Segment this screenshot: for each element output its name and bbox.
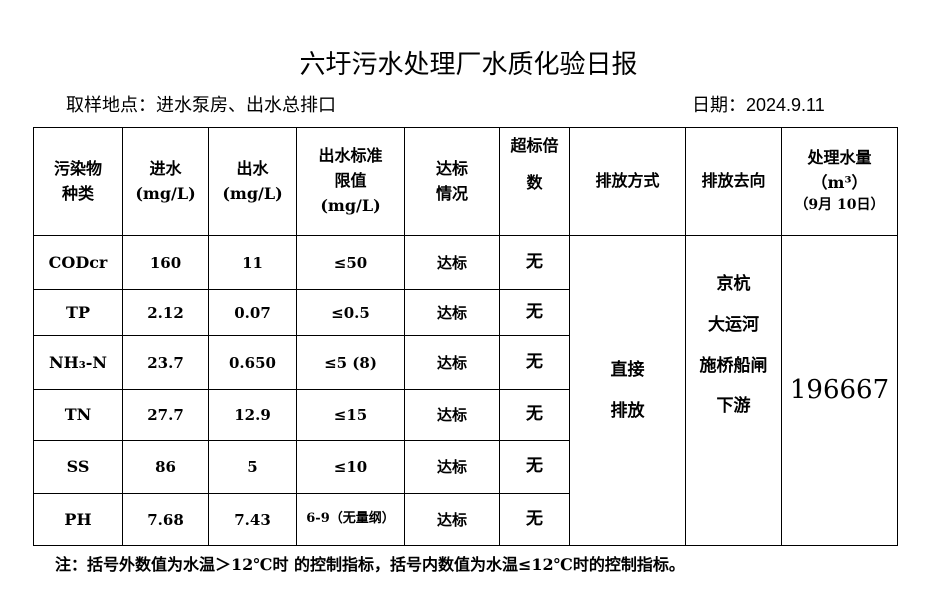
table-row: TN 27.7 12.9 ≤15 达标无 bbox=[33, 389, 898, 441]
discharge-destination-line: 京杭 bbox=[716, 274, 751, 294]
table-row: TP 2.12 0.07 ≤0.5 达标无 bbox=[33, 289, 898, 336]
header-pollutant-line: 种类 bbox=[61, 183, 94, 203]
cell-limit: 6-9（无量纲） bbox=[296, 493, 405, 546]
footnote: 注：括号外数值为水温＞12℃时 的控制指标，括号内数值为水温≤12℃时的控制指标… bbox=[55, 555, 685, 574]
cell-exceed: 无 bbox=[499, 389, 570, 441]
cell-name: SS bbox=[33, 440, 123, 494]
cell-in: 160 bbox=[122, 235, 209, 290]
header-influent-line: 进水 bbox=[149, 158, 182, 178]
header-status: 达标 情况 bbox=[404, 127, 500, 236]
header-pollutant: 污染物 种类 bbox=[33, 127, 123, 236]
header-volume-line: （m³） bbox=[811, 172, 868, 192]
cell-out: 12.9 bbox=[208, 389, 297, 441]
cell-status: 达标 bbox=[404, 493, 500, 546]
cell-out: 0.650 bbox=[208, 335, 297, 390]
header-pollutant-line: 污染物 bbox=[53, 158, 102, 178]
cell-out: 5 bbox=[208, 440, 297, 494]
cell-exceed: 无 bbox=[499, 440, 570, 494]
header-volume-line: 处理水量 bbox=[807, 147, 872, 167]
header-exceed: 超标倍数 bbox=[499, 127, 570, 236]
cell-status: 达标 bbox=[404, 440, 500, 494]
header-effluent-line: (mg/L) bbox=[222, 183, 283, 203]
discharge-destination-line: 施桥船闸 bbox=[699, 355, 768, 376]
discharge-destination: 京杭大运河施桥船闸下游 bbox=[685, 235, 782, 546]
cell-name: TN bbox=[33, 389, 123, 441]
table-row: PH 7.68 7.43 6-9（无量纲） 达标无 bbox=[33, 493, 898, 546]
cell-limit: ≤50 bbox=[296, 235, 405, 290]
cell-name: TP bbox=[33, 289, 123, 336]
table-row: CODcr 160 11 ≤50 达标无直接 排放 京杭 大运河 施桥船闸 下游 196667 bbox=[33, 235, 898, 546]
cell-out: 0.07 bbox=[208, 289, 297, 336]
discharge-destination-line: 大运河 bbox=[708, 314, 759, 335]
cell-out: 11 bbox=[208, 235, 297, 290]
report-date: 日期：2024.9.11 bbox=[692, 95, 825, 115]
cell-in: 23.7 bbox=[122, 335, 209, 390]
header-exceed-line: 超标倍 bbox=[510, 136, 559, 155]
cell-limit: ≤10 bbox=[296, 440, 405, 494]
header-volume: 处理水量 （m³） （9月 10日） bbox=[781, 127, 898, 236]
header-exceed-line: 数 bbox=[526, 172, 543, 192]
cell-out: 7.43 bbox=[208, 493, 297, 546]
cell-in: 2.12 bbox=[122, 289, 209, 336]
report-title: 六圩污水处理厂水质化验日报 bbox=[299, 50, 638, 80]
cell-name: CODcr bbox=[33, 235, 123, 290]
cell-status: 达标 bbox=[404, 289, 500, 336]
cell-status: 达标 bbox=[404, 389, 500, 441]
cell-exceed: 无 bbox=[499, 335, 570, 390]
cell-limit: ≤0.5 bbox=[296, 289, 405, 336]
cell-name: PH bbox=[33, 493, 123, 546]
table-body: CODcr 160 11 ≤50 达标无直接 排放 京杭 大运河 施桥船闸 下游 196667 TP 2… bbox=[33, 235, 898, 546]
cell-in: 86 bbox=[122, 440, 209, 494]
header-influent-line: (mg/L) bbox=[135, 183, 196, 203]
header-influent: 进水 (mg/L) bbox=[122, 127, 209, 236]
cell-limit: ≤5 (8) bbox=[296, 335, 405, 390]
discharge-destination-line: 下游 bbox=[716, 396, 751, 417]
header-effluent: 出水 (mg/L) bbox=[208, 127, 297, 236]
cell-limit: ≤15 bbox=[296, 389, 405, 441]
header-limit-line: (mg/L) bbox=[320, 195, 381, 215]
header-status-line: 达标 bbox=[435, 158, 468, 178]
cell-exceed: 无 bbox=[499, 235, 570, 290]
cell-in: 7.68 bbox=[122, 493, 209, 546]
table-row: SS 86 5 ≤10 达标无 bbox=[33, 440, 898, 494]
header-limit-line: 出水标准 bbox=[318, 146, 383, 166]
header-method: 排放方式 bbox=[569, 127, 686, 236]
sampling-location: 取样地点：进水泵房、出水总排口 bbox=[66, 95, 336, 116]
header-limit-line: 限值 bbox=[334, 171, 367, 191]
cell-status: 达标 bbox=[404, 235, 500, 290]
header-destination: 排放去向 bbox=[685, 127, 782, 236]
discharge-method: 直接 排放 bbox=[569, 235, 686, 546]
cell-status: 达标 bbox=[404, 335, 500, 390]
cell-in: 27.7 bbox=[122, 389, 209, 441]
header-row: 污染物种类 进水 (mg/L) 出水 (mg/L) 出水标准限值 (mg/L) 达标情… bbox=[33, 127, 898, 236]
header-status-line: 情况 bbox=[435, 183, 468, 203]
discharge-method-line: 排放 bbox=[610, 400, 645, 421]
header-limit: 出水标准限值 (mg/L) bbox=[296, 127, 405, 236]
header-volume-date: （9月 10日） bbox=[794, 197, 885, 214]
water-quality-table: 污染物 种类 进水 (mg/L) 出水 (mg/L) 出水标准 限值 (mg/L) 达标情… bbox=[33, 127, 898, 546]
header-effluent-line: 出水 bbox=[236, 158, 269, 178]
cell-exceed: 无 bbox=[499, 289, 570, 336]
discharge-method-line: 直接 bbox=[610, 359, 645, 380]
treated-volume: 196667 bbox=[781, 235, 898, 546]
table-row: NH₃-N 23.7 0.650 ≤5 (8) 达标无 bbox=[33, 335, 898, 390]
cell-exceed: 无 bbox=[499, 493, 570, 546]
cell-name: NH₃-N bbox=[33, 335, 123, 390]
